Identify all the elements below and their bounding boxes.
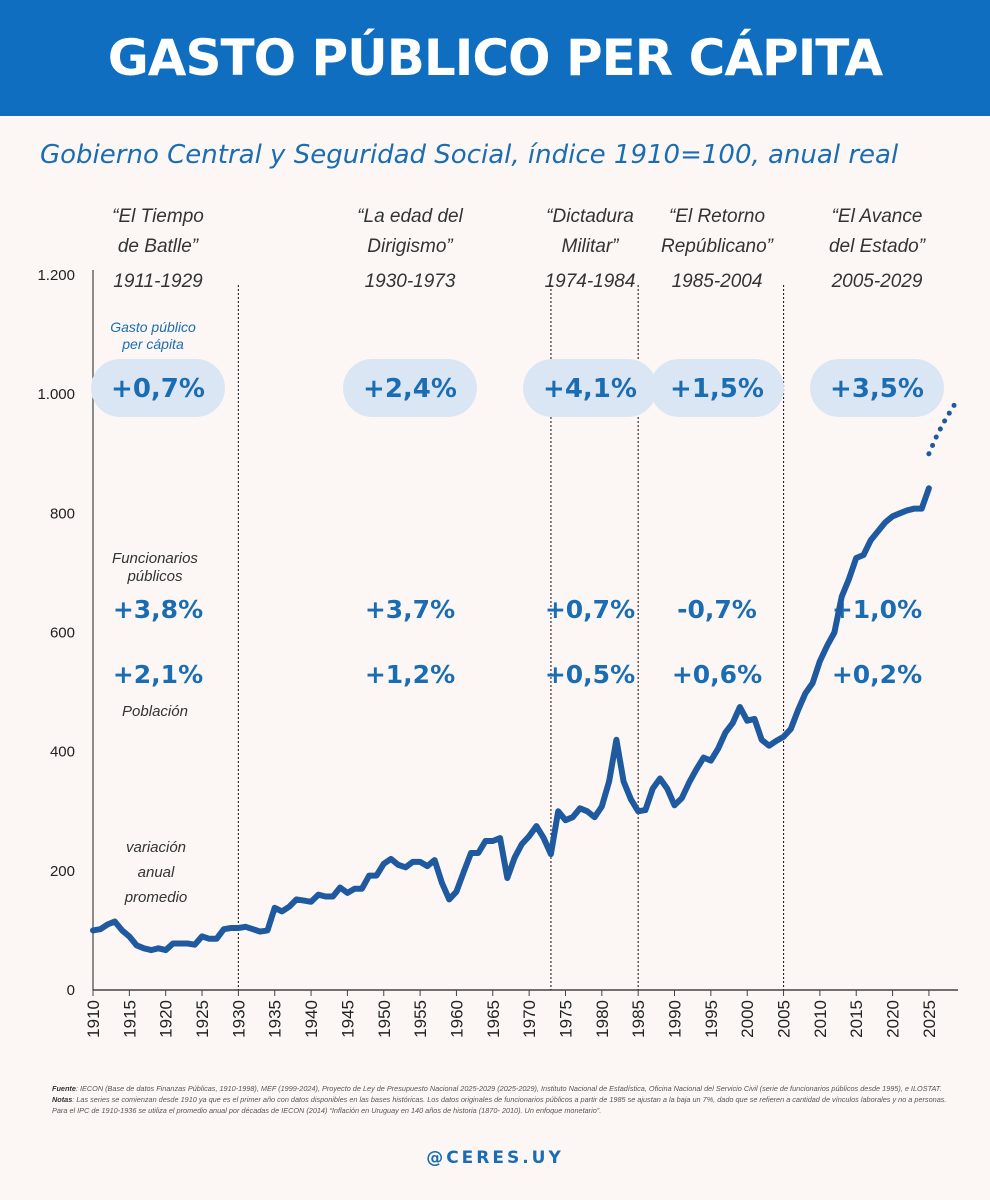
funcionarios-growth-value: +0,7%	[545, 595, 635, 624]
gasto-growth-value: +1,5%	[670, 374, 764, 404]
era-title-line: “Dictadura	[546, 206, 634, 227]
x-tick-label: 2020	[884, 1000, 903, 1038]
poblacion-growth-value: +0,5%	[545, 660, 635, 689]
x-tick-label: 1945	[338, 1000, 357, 1038]
y-tick-label: 600	[50, 625, 75, 642]
footnote: Fuente: IECON (Base de datos Finanzas Pú…	[52, 1083, 947, 1116]
chart-subtitle: Gobierno Central y Seguridad Social, índ…	[40, 140, 899, 170]
funcionarios-growth-value: -0,7%	[677, 595, 757, 624]
gasto-label-line: per cápita	[121, 336, 184, 352]
variacion-label-line: anual	[138, 864, 175, 881]
funcionarios-label-line: Funcionarios	[112, 550, 198, 567]
x-tick-label: 1980	[593, 1000, 612, 1038]
era-title-line: Militar”	[562, 236, 621, 257]
era-title-line: Dirigismo”	[367, 236, 454, 257]
poblacion-growth-value: +1,2%	[365, 660, 455, 689]
gasto-pill	[650, 359, 784, 417]
poblacion-growth-value: +0,6%	[672, 660, 762, 689]
x-tick-label: 1975	[556, 1000, 575, 1038]
notas-text: : Las series se comienzan desde 1910 ya …	[52, 1095, 947, 1115]
era-title-line: “El Tiempo	[112, 206, 204, 227]
y-tick-label: 800	[50, 505, 75, 522]
x-tick-label: 2025	[920, 1000, 939, 1038]
gasto-growth-value: +4,1%	[543, 374, 637, 404]
gasto-series-line	[90, 485, 932, 954]
projection-series-line	[926, 396, 961, 457]
x-tick-label: 1930	[229, 1000, 248, 1038]
gasto-pill	[810, 359, 944, 417]
gasto-growth-value: +3,5%	[830, 374, 924, 404]
era-title-line: “La edad del	[357, 206, 463, 227]
x-tick-label: 1925	[193, 1000, 212, 1038]
x-tick-label: 1910	[84, 1000, 103, 1038]
social-handle[interactable]: @CERES.UY	[426, 1148, 564, 1168]
poblacion-label: Población	[122, 703, 188, 720]
era-title-line: de Batlle”	[118, 236, 200, 257]
x-tick-label: 2000	[738, 1000, 757, 1038]
x-tick-label: 1955	[411, 1000, 430, 1038]
poblacion-growth-value: +0,2%	[832, 660, 922, 689]
page-title: GASTO PÚBLICO PER CÁPITA	[107, 29, 883, 87]
era-years: 1930-1973	[365, 271, 456, 292]
x-tick-label: 1990	[666, 1000, 685, 1038]
era-title-line: Repúblicano”	[661, 236, 775, 257]
y-tick-label: 0	[67, 982, 75, 999]
gasto-pill	[343, 359, 477, 417]
x-tick-label: 1950	[375, 1000, 394, 1038]
x-tick-label: 1995	[702, 1000, 721, 1038]
era-years: 1974-1984	[545, 271, 636, 292]
poblacion-growth-value: +2,1%	[113, 660, 203, 689]
era-title-line: “El Avance	[832, 206, 923, 227]
gasto-label-line: Gasto público	[110, 319, 196, 335]
funcionarios-growth-value: +3,7%	[365, 595, 455, 624]
x-tick-label: 2010	[811, 1000, 830, 1038]
gasto-growth-value: +0,7%	[111, 374, 205, 404]
gasto-pill	[523, 359, 657, 417]
gasto-growth-value: +2,4%	[363, 374, 457, 404]
gasto-pill	[91, 359, 225, 417]
era-title-line: “El Retorno	[669, 206, 765, 227]
x-tick-label: 1915	[120, 1000, 139, 1038]
funcionarios-growth-value: +1,0%	[832, 595, 922, 624]
era-years: 1985-2004	[672, 271, 763, 292]
x-tick-label: 1970	[520, 1000, 539, 1038]
era-years: 2005-2029	[831, 271, 923, 292]
chart-canvas: 0 200 400 600 800 1.000 1.200 1910 1915 1920 1925 1…	[37, 206, 961, 1038]
y-tick-label: 200	[50, 863, 75, 880]
era-title-line: del Estado”	[829, 236, 927, 257]
fuente-label: Fuente	[52, 1084, 76, 1093]
x-tick-label: 1960	[447, 1000, 466, 1038]
y-tick-label: 1.000	[37, 386, 75, 403]
variacion-label-line: variación	[126, 839, 186, 856]
x-tick-label: 2005	[775, 1000, 794, 1038]
x-tick-label: 1940	[302, 1000, 321, 1038]
variacion-label-line: promedio	[124, 889, 188, 906]
y-tick-label: 400	[50, 744, 75, 761]
y-tick-label: 1.200	[37, 267, 75, 284]
title-banner: GASTO PÚBLICO PER CÁPITA	[0, 0, 990, 116]
x-tick-label: 1965	[484, 1000, 503, 1038]
funcionarios-growth-value: +3,8%	[113, 595, 203, 624]
era-years: 1911-1929	[113, 271, 203, 292]
notas-label: Notas	[52, 1095, 73, 1104]
x-tick-label: 2015	[847, 1000, 866, 1038]
funcionarios-label-line: públicos	[126, 568, 183, 585]
x-tick-label: 1935	[266, 1000, 285, 1038]
fuente-text: : IECON (Base de datos Finanzas Públicas…	[75, 1084, 942, 1093]
x-tick-label: 1920	[157, 1000, 176, 1038]
x-tick-label: 1985	[629, 1000, 648, 1038]
